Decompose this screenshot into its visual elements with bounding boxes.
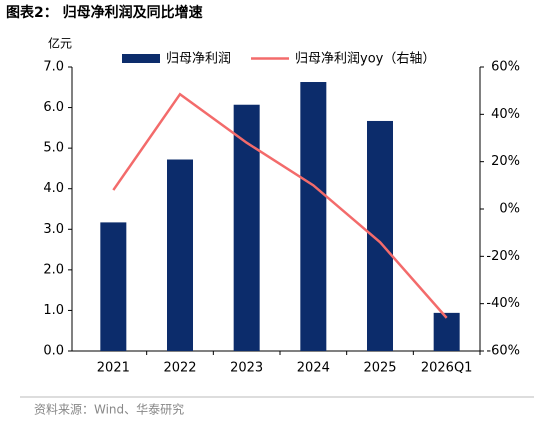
bar — [233, 104, 260, 351]
y-tick-label: 7.0 — [43, 60, 64, 75]
chart-title: 图表2： 归母净利润及同比增速 — [6, 4, 203, 21]
bar — [433, 312, 460, 351]
y-tick-label: 0.0 — [43, 344, 64, 359]
x-tick-label: 2022 — [163, 361, 196, 376]
y2-tick-label: 60% — [491, 60, 520, 75]
x-tick-label: 2024 — [297, 361, 330, 376]
y2-tick-label: -60% — [486, 344, 520, 359]
x-tick-label: 2021 — [97, 361, 130, 376]
y-tick-label: 2.0 — [43, 262, 64, 277]
x-tick-label: 2023 — [230, 361, 263, 376]
bar — [300, 82, 327, 352]
legend-label: 归母净利润 — [166, 52, 231, 67]
y-tick-label: 3.0 — [43, 222, 64, 237]
y-tick-label: 4.0 — [43, 181, 64, 196]
y-tick-label: 1.0 — [43, 303, 64, 318]
y2-tick-label: 0% — [499, 202, 520, 217]
bar — [100, 222, 127, 351]
y2-tick-label: -20% — [486, 249, 520, 264]
legend-label: 归母净利润yoy（右轴） — [295, 52, 435, 67]
source-note: 资料来源：Wind、华泰研究 — [34, 402, 184, 417]
y-unit: 亿元 — [48, 36, 72, 51]
y-tick-label: 5.0 — [43, 141, 64, 156]
y2-tick-label: -40% — [486, 296, 520, 311]
x-tick-label: 2026Q1 — [421, 361, 473, 376]
line — [112, 92, 448, 319]
y-tick-label: 6.0 — [43, 100, 64, 115]
y2-tick-label: 20% — [491, 154, 520, 169]
y2-tick-label: 40% — [491, 107, 520, 122]
legend-swatch — [122, 54, 160, 63]
x-tick-label: 2025 — [363, 361, 396, 376]
bar — [167, 159, 193, 351]
